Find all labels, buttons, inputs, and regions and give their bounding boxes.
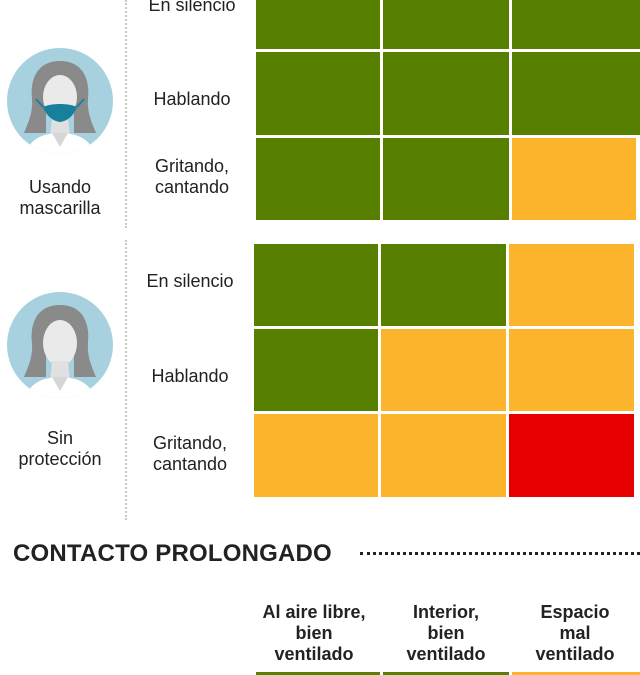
column-header-indoor-ventilated: Interior, bien ventilado: [382, 602, 510, 665]
activity-label-line: cantando: [152, 454, 228, 474]
activity-label-line: Gritando,: [154, 156, 230, 176]
column-header-line: ventilado: [406, 644, 486, 664]
column-color-bar: [383, 672, 509, 675]
column-header-poorly-ventilated: Espacio mal ventilado: [511, 602, 639, 665]
group-divider-top: [125, 0, 127, 228]
column-header-line: Espacio: [540, 602, 610, 622]
activity-label-line: cantando: [154, 177, 230, 197]
group-label-with-mask: Usando mascarilla: [0, 177, 120, 219]
activity-label-line: En silencio: [146, 271, 234, 291]
group-label-line: Sin: [46, 428, 73, 448]
risk-cell: [509, 329, 634, 411]
group-divider-bottom: [125, 240, 127, 520]
group-label-line: Usando: [28, 177, 92, 197]
risk-cell: [254, 329, 378, 411]
risk-cell: [383, 0, 509, 49]
column-color-bar: [256, 672, 380, 675]
risk-cell: [383, 138, 509, 220]
person-with-mask-icon: [6, 47, 114, 155]
activity-label: Hablando: [130, 366, 250, 387]
activity-label: Hablando: [132, 89, 252, 110]
section-divider: [360, 552, 640, 555]
column-color-bar: [512, 672, 640, 675]
activity-label: En silencio: [132, 0, 252, 16]
group-label-without-protection: Sin protección: [0, 428, 120, 470]
column-header-line: Al aire libre,: [262, 602, 366, 622]
activity-label: Gritando, cantando: [130, 433, 250, 475]
activity-label-line: Hablando: [153, 89, 231, 109]
activity-label-line: En silencio: [148, 0, 236, 15]
risk-cell: [381, 414, 506, 497]
risk-cell: [256, 138, 380, 220]
risk-cell: [256, 52, 380, 135]
group-label-line: mascarilla: [19, 198, 101, 218]
section-title: CONTACTO PROLONGADO: [13, 540, 332, 567]
column-header-outdoor: Al aire libre, bien ventilado: [250, 602, 378, 665]
activity-label: En silencio: [130, 271, 250, 292]
risk-cell: [381, 329, 506, 411]
risk-cell: [256, 0, 380, 49]
risk-cell: [381, 244, 506, 326]
risk-cell: [509, 414, 634, 497]
group-label-line: protección: [18, 449, 102, 469]
activity-label-line: Gritando,: [152, 433, 228, 453]
risk-cell: [254, 244, 378, 326]
risk-cell: [512, 52, 640, 135]
column-header-line: ventilado: [535, 644, 615, 664]
column-header-line: ventilado: [274, 644, 354, 664]
person-without-mask-icon: [6, 291, 114, 399]
column-header-line: bien: [427, 623, 465, 643]
risk-cell: [254, 414, 378, 497]
risk-cell: [383, 52, 509, 135]
activity-label: Gritando, cantando: [132, 156, 252, 198]
activity-label-line: Hablando: [151, 366, 229, 386]
column-header-line: Interior,: [412, 602, 479, 622]
risk-cell: [512, 138, 636, 220]
risk-cell: [512, 0, 640, 49]
column-header-line: mal: [559, 623, 591, 643]
risk-cell: [509, 244, 634, 326]
column-header-line: bien: [295, 623, 333, 643]
